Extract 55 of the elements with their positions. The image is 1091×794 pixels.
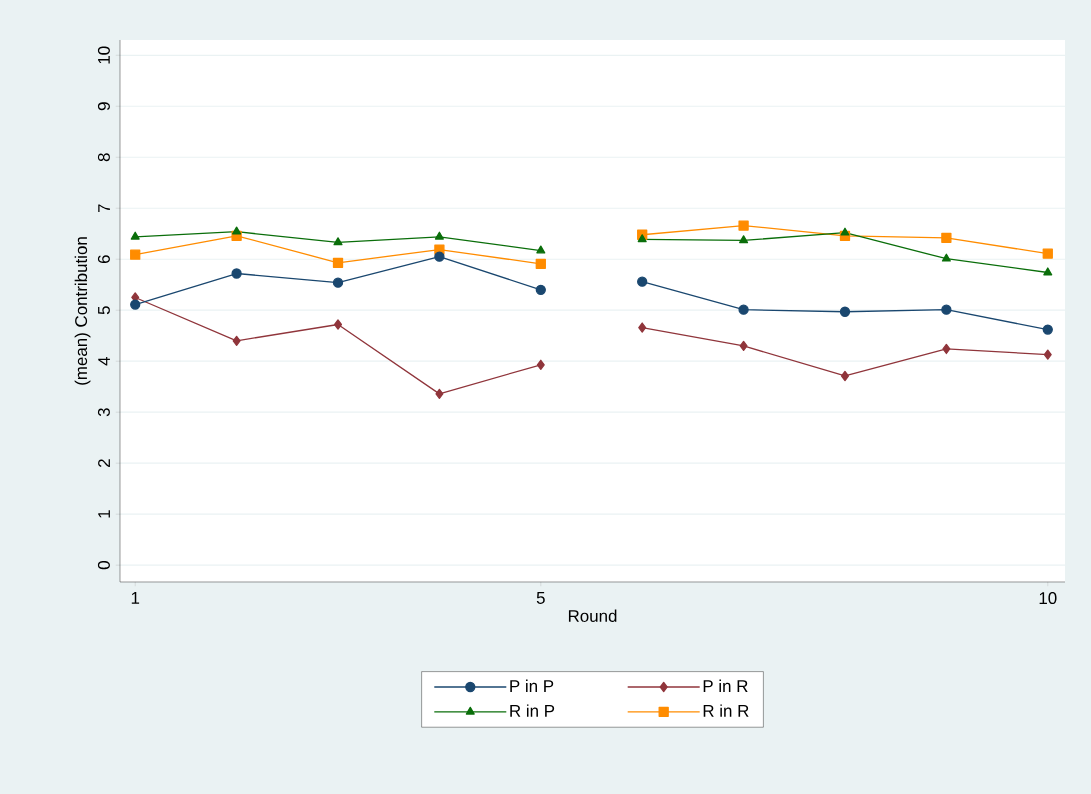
x-tick-label: 10 [1039, 592, 1057, 605]
y-tick-label: 2 [98, 459, 110, 468]
point [739, 235, 749, 244]
point [738, 304, 749, 315]
y-tick-label: 10 [97, 46, 110, 64]
point [333, 319, 343, 330]
point [332, 257, 344, 268]
point [536, 359, 545, 370]
point [738, 220, 749, 231]
point [130, 299, 141, 310]
point [638, 322, 647, 333]
y-axis-title: (mean) Contribution [74, 237, 91, 385]
point [1043, 349, 1052, 360]
y-tick-label: 7 [98, 204, 110, 213]
y-tick-label: 3 [97, 408, 110, 417]
legend-label: R in R [703, 704, 749, 717]
point [839, 306, 851, 317]
legend-label: P in R [703, 679, 748, 692]
point [1042, 248, 1053, 259]
point [840, 370, 850, 382]
point [840, 227, 850, 236]
y-tick-label: 5 [98, 306, 110, 315]
point [941, 304, 952, 315]
point [435, 388, 444, 399]
x-tick-label: 1 [131, 592, 140, 604]
point [434, 231, 444, 240]
point [130, 231, 140, 240]
point [434, 251, 445, 262]
y-tick-label: 4 [98, 356, 110, 366]
point [535, 284, 546, 295]
point [739, 340, 748, 352]
point [941, 253, 951, 262]
point [231, 268, 242, 279]
y-tick-label: 8 [97, 153, 110, 162]
point [536, 245, 546, 254]
y-tick-label: 6 [97, 255, 110, 264]
y-tick-label: 1 [98, 510, 110, 518]
y-tick-label: 0 [97, 561, 110, 570]
point [232, 335, 241, 346]
point [942, 343, 951, 355]
y-tick-label: 9 [97, 102, 110, 111]
x-tick-label: 5 [536, 592, 545, 604]
point [535, 258, 546, 269]
point [130, 249, 141, 260]
point [332, 277, 344, 288]
point [1043, 267, 1053, 276]
x-axis-title: Round [568, 609, 617, 623]
point [941, 232, 952, 243]
legend-label: R in P [510, 704, 555, 717]
point [637, 234, 647, 243]
point [637, 276, 648, 287]
point [232, 226, 242, 235]
legend-label: P in P [510, 679, 554, 692]
point [333, 237, 343, 246]
point [1042, 324, 1053, 335]
